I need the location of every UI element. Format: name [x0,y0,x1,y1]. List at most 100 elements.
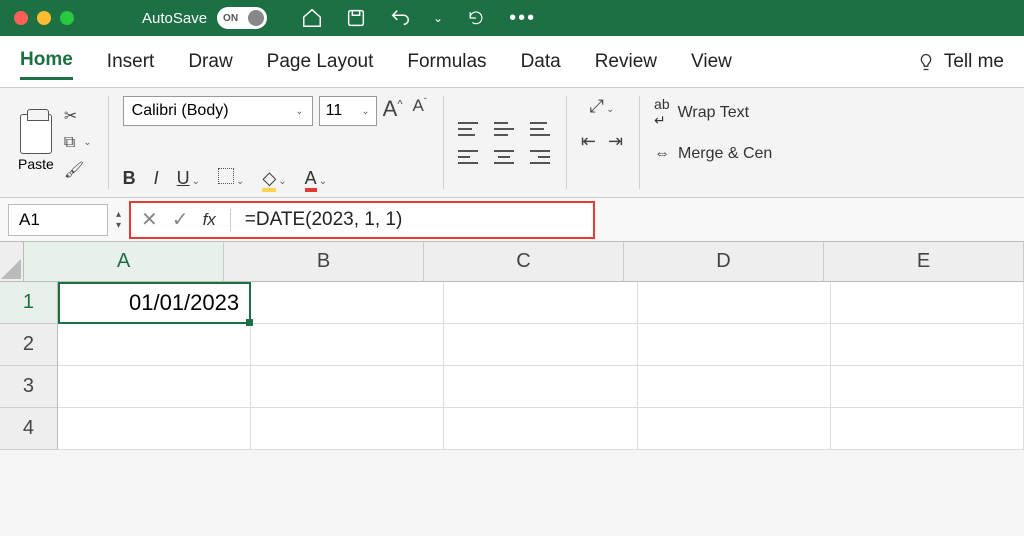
decrease-indent-button[interactable]: ⇤ [581,131,596,152]
redo-icon[interactable] [465,7,487,29]
copy-button[interactable]: ⧉⌄ [64,134,92,152]
column-header-b[interactable]: B [224,242,424,282]
formula-bar: A1 ▴▾ ✕ ✓ fx =DATE(2023, 1, 1) [0,198,1024,242]
format-painter-button[interactable]: 🖌 [64,160,92,180]
accept-formula-button[interactable]: ✓ [172,207,189,232]
fill-color-button[interactable]: ◇⌄ [262,168,286,189]
borders-button[interactable]: ⌄ [218,168,244,189]
formula-input[interactable]: =DATE(2023, 1, 1) [245,209,403,231]
paste-button[interactable]: Paste [18,114,54,172]
quick-access-toolbar: ⌄ ••• [301,7,536,30]
cell-d2[interactable] [638,324,831,366]
cell-d4[interactable] [638,408,831,450]
cut-button[interactable]: ✂ [64,106,92,126]
align-middle-button[interactable] [494,122,514,136]
tab-home[interactable]: Home [20,43,73,80]
row-header-4[interactable]: 4 [0,408,58,450]
maximize-window-button[interactable] [60,11,74,25]
tab-formulas[interactable]: Formulas [407,45,486,79]
tab-insert[interactable]: Insert [107,45,155,79]
cell-b4[interactable] [251,408,444,450]
cancel-formula-button[interactable]: ✕ [141,207,158,232]
cell-e2[interactable] [831,324,1024,366]
font-name-select[interactable]: Calibri (Body)⌄ [123,96,313,126]
ribbon: Paste ✂ ⧉⌄ 🖌 Calibri (Body)⌄ 11⌄ A^ Aˇ B… [0,88,1024,198]
cell-e1[interactable] [831,282,1024,324]
merge-icon: ⇔ [654,145,670,163]
name-box-stepper[interactable]: ▴▾ [116,209,121,231]
cell-d3[interactable] [638,366,831,408]
align-top-button[interactable] [458,122,478,136]
font-color-button[interactable]: A⌄ [305,168,327,189]
bold-button[interactable]: B [123,168,136,189]
merge-center-button[interactable]: ⇔ Merge & Cen [654,145,772,163]
wrap-text-button[interactable]: ab↵ Wrap Text [654,96,772,129]
font-size-select[interactable]: 11⌄ [319,96,377,126]
cell-e4[interactable] [831,408,1024,450]
column-header-e[interactable]: E [824,242,1024,282]
autosave-toggle[interactable]: ON [217,7,267,29]
close-window-button[interactable] [14,11,28,25]
cell-c1[interactable] [444,282,637,324]
ribbon-tabs: Home Insert Draw Page Layout Formulas Da… [0,36,1024,88]
cell-c2[interactable] [444,324,637,366]
row-header-3[interactable]: 3 [0,366,58,408]
cell-a4[interactable] [58,408,251,450]
cell-b3[interactable] [251,366,444,408]
tell-me-label: Tell me [944,51,1004,73]
undo-icon[interactable] [389,7,411,29]
cell-a3[interactable] [58,366,251,408]
name-box[interactable]: A1 [8,204,108,236]
increase-indent-button[interactable]: ⇥ [608,131,623,152]
cell-b1[interactable] [251,282,444,324]
paste-label: Paste [18,156,54,172]
wrap-text-icon: ab↵ [654,96,670,129]
fx-icon[interactable]: fx [203,210,216,230]
save-icon[interactable] [345,7,367,29]
select-all-corner[interactable] [0,242,24,282]
merge-label: Merge & Cen [678,145,772,163]
cell-a2[interactable] [58,324,251,366]
chevron-down-icon: ⌄ [295,106,303,117]
autosave: AutoSave ON [142,7,267,29]
tab-data[interactable]: Data [521,45,561,79]
tab-view[interactable]: View [691,45,732,79]
align-center-button[interactable] [494,150,514,164]
chevron-down-icon: ⌄ [361,106,369,117]
more-icon[interactable]: ••• [509,7,536,30]
align-bottom-button[interactable] [530,122,550,136]
font-color-icon: A [305,168,317,192]
lightbulb-icon [916,52,936,72]
cell-d1[interactable] [638,282,831,324]
copy-icon: ⧉ [64,134,75,152]
decrease-font-button[interactable]: Aˇ [413,96,427,126]
column-header-c[interactable]: C [424,242,624,282]
italic-button[interactable]: I [154,168,159,189]
cell-e3[interactable] [831,366,1024,408]
underline-button[interactable]: U⌄ [177,168,200,189]
orientation-icon: ⤢ [590,96,604,116]
column-header-a[interactable]: A [24,242,224,282]
row-header-1[interactable]: 1 [0,282,58,324]
cell-b2[interactable] [251,324,444,366]
align-left-button[interactable] [458,150,478,164]
borders-icon [218,168,234,184]
row-header-2[interactable]: 2 [0,324,58,366]
cell-c3[interactable] [444,366,637,408]
align-right-button[interactable] [530,150,550,164]
tab-draw[interactable]: Draw [188,45,232,79]
column-headers: A B C D E [24,242,1024,282]
tell-me[interactable]: Tell me [916,51,1004,73]
cell-c4[interactable] [444,408,637,450]
orientation-button[interactable]: ⤢⌄ [590,96,615,117]
wrap-text-label: Wrap Text [678,104,749,122]
autosave-label: AutoSave [142,10,207,27]
home-icon[interactable] [301,7,323,29]
tab-review[interactable]: Review [595,45,657,79]
minimize-window-button[interactable] [37,11,51,25]
cell-a1[interactable]: 01/01/2023 [58,282,251,324]
undo-dropdown-icon[interactable]: ⌄ [433,11,443,25]
column-header-d[interactable]: D [624,242,824,282]
increase-font-button[interactable]: A^ [383,96,403,126]
tab-page-layout[interactable]: Page Layout [267,45,374,79]
